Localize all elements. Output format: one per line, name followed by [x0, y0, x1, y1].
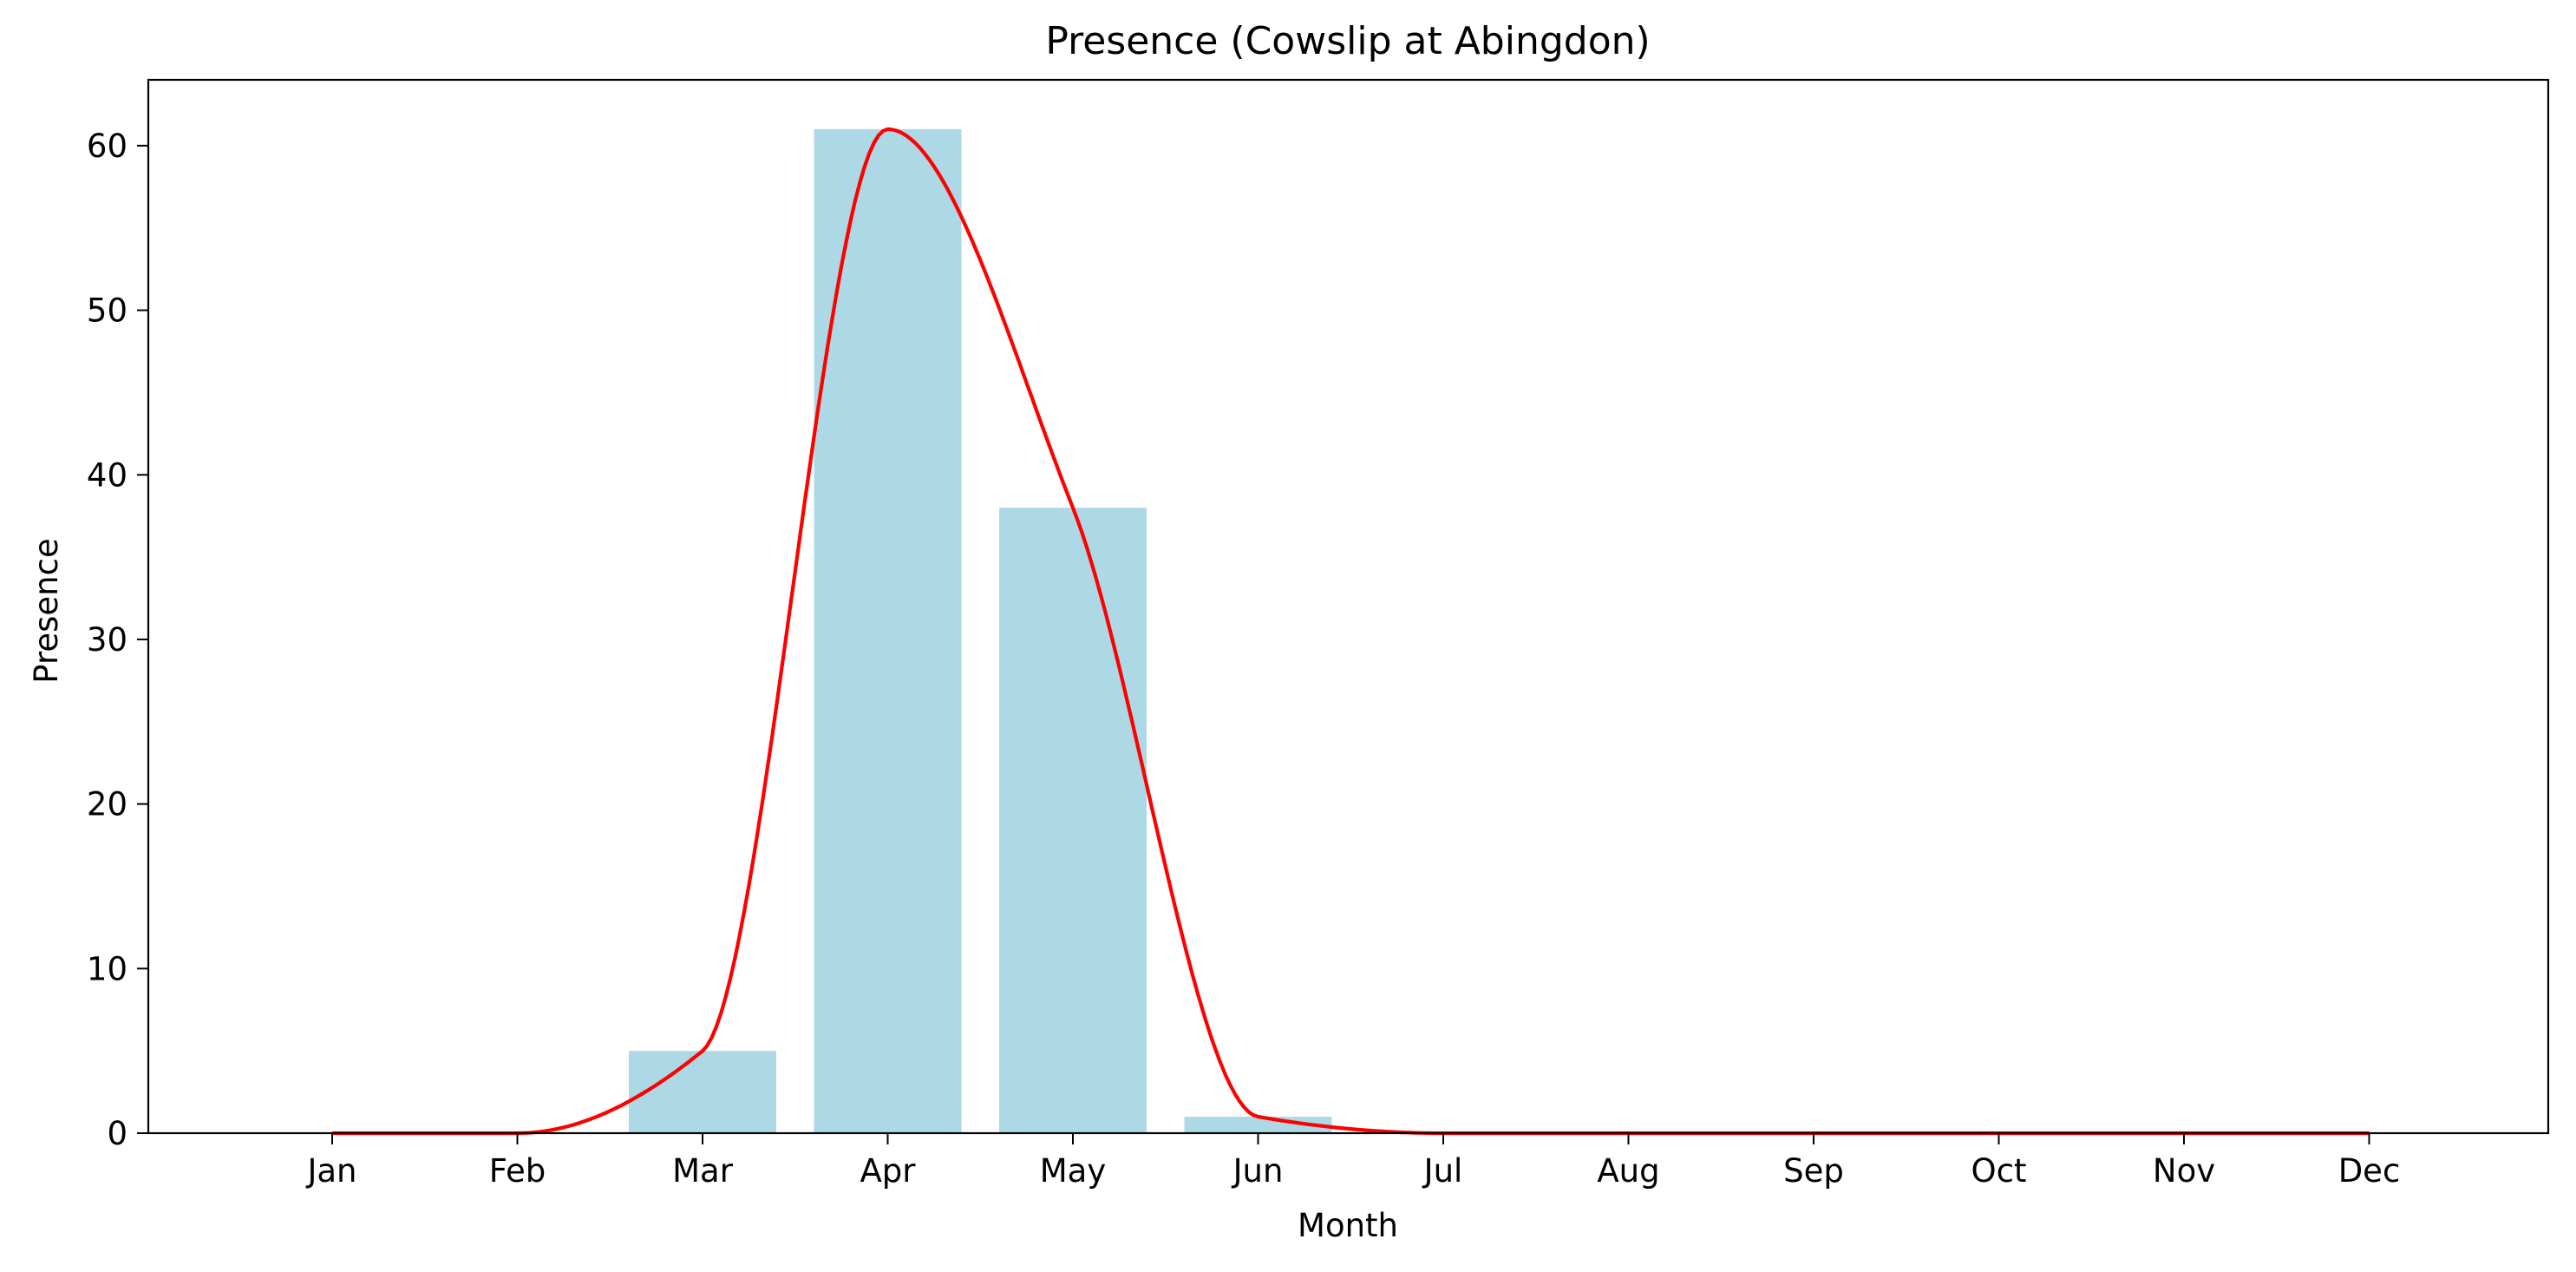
y-tick-label: 10 — [87, 950, 127, 987]
x-tick-label-apr: Apr — [860, 1152, 916, 1190]
x-tick-label-aug: Aug — [1597, 1152, 1659, 1190]
x-tick-label-jan: Jan — [305, 1152, 356, 1190]
bars-layer — [629, 128, 1332, 1133]
x-tick-label-jun: Jun — [1232, 1152, 1284, 1190]
x-tick-label-sep: Sep — [1783, 1152, 1844, 1190]
plot-frame — [147, 78, 2550, 1135]
x-tick-label-jul: Jul — [1422, 1152, 1463, 1190]
y-tick-label: 20 — [87, 786, 127, 823]
y-axis-title: Presence — [28, 538, 65, 683]
bar-mar — [629, 1051, 776, 1133]
y-tick-label: 30 — [87, 621, 127, 659]
x-tick-label-nov: Nov — [2153, 1152, 2215, 1190]
chart-title: Presence (Cowslip at Abingdon) — [1045, 19, 1650, 63]
x-tick-label-dec: Dec — [2338, 1152, 2401, 1190]
x-tick-label-may: May — [1040, 1152, 1107, 1190]
x-tick-label-oct: Oct — [1971, 1152, 2027, 1190]
bar-apr — [814, 128, 962, 1133]
x-tick-label-mar: Mar — [672, 1152, 734, 1190]
y-tick-label: 0 — [107, 1115, 127, 1152]
y-tick-label: 40 — [87, 456, 127, 494]
y-axis: 0 10 20 30 40 50 60 — [87, 128, 148, 1152]
y-tick-label: 60 — [87, 128, 127, 165]
x-tick-label-feb: Feb — [489, 1152, 546, 1190]
y-tick-label: 50 — [87, 292, 127, 330]
x-axis: Jan Feb Mar Apr May Jun Jul Aug Sep Oct Nov Dec — [305, 1133, 2400, 1190]
bar-may — [999, 508, 1147, 1133]
x-axis-title: Month — [1298, 1207, 1398, 1244]
